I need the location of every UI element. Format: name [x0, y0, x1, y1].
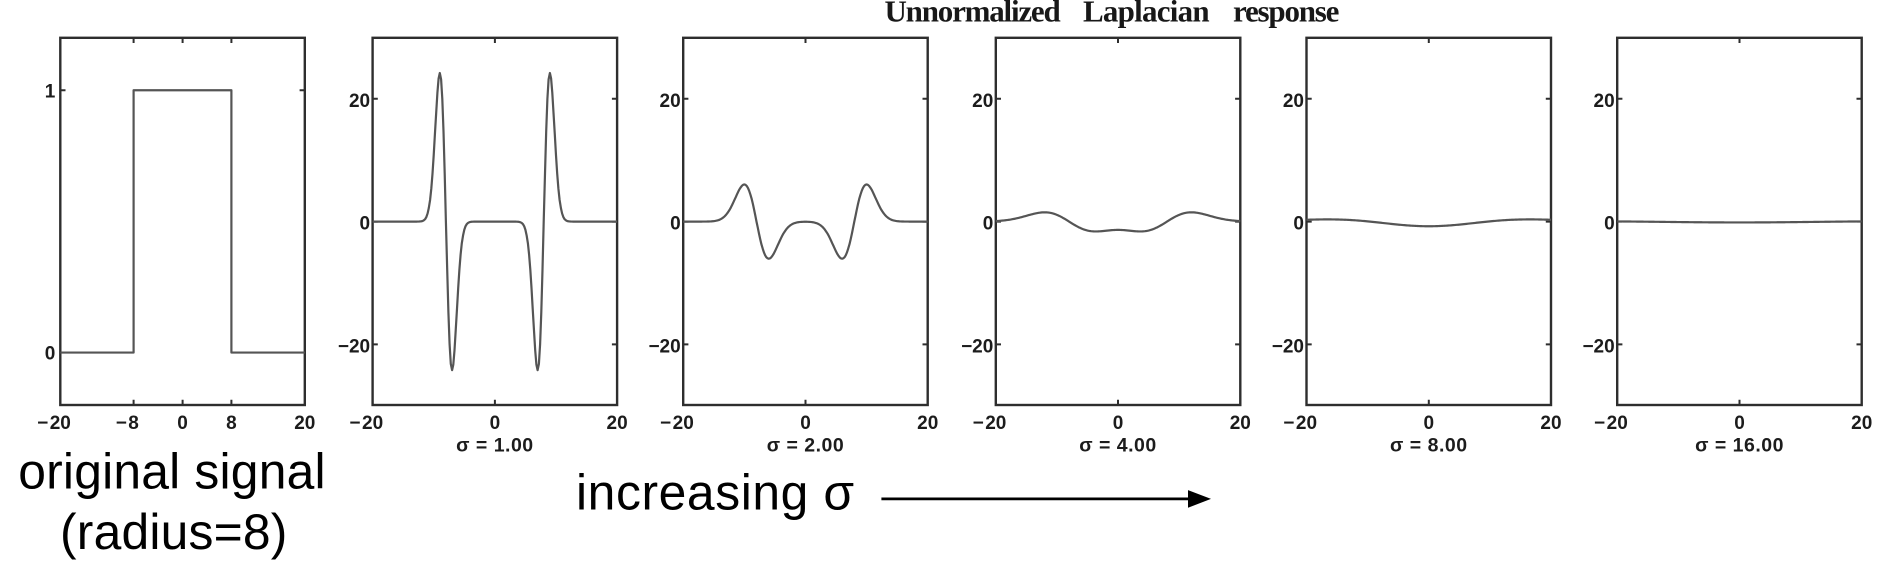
- svg-text:−20: −20: [1272, 336, 1304, 357]
- svg-text:−: −: [37, 413, 48, 434]
- svg-text:−20: −20: [1582, 336, 1614, 357]
- svg-text:8: 8: [226, 413, 237, 434]
- svg-text:response: response: [1233, 0, 1339, 29]
- svg-text:σ = 2.00: σ = 2.00: [767, 434, 845, 456]
- svg-text:20: 20: [1607, 413, 1628, 434]
- svg-text:0: 0: [670, 214, 681, 235]
- svg-text:−20: −20: [338, 336, 370, 357]
- svg-text:−: −: [973, 413, 984, 434]
- svg-text:−20: −20: [648, 336, 680, 357]
- svg-text:Unnormalized: Unnormalized: [885, 0, 1061, 29]
- svg-text:0: 0: [490, 413, 501, 434]
- svg-text:0: 0: [1293, 214, 1304, 235]
- svg-text:20: 20: [660, 91, 681, 112]
- svg-text:−20: −20: [961, 336, 993, 357]
- svg-text:20: 20: [1296, 413, 1317, 434]
- svg-text:−: −: [1283, 413, 1294, 434]
- svg-text:−: −: [116, 413, 127, 434]
- svg-text:1: 1: [45, 81, 56, 102]
- svg-text:20: 20: [607, 413, 628, 434]
- svg-text:20: 20: [985, 413, 1006, 434]
- svg-text:(radius=8): (radius=8): [60, 504, 288, 560]
- svg-text:σ = 8.00: σ = 8.00: [1390, 434, 1468, 456]
- svg-text:0: 0: [800, 413, 811, 434]
- svg-text:σ = 1.00: σ = 1.00: [456, 434, 534, 456]
- svg-text:8: 8: [128, 413, 139, 434]
- svg-text:20: 20: [349, 91, 370, 112]
- svg-text:0: 0: [1113, 413, 1124, 434]
- svg-text:−: −: [1594, 413, 1605, 434]
- svg-text:20: 20: [1851, 413, 1872, 434]
- svg-text:increasing σ: increasing σ: [576, 465, 855, 521]
- svg-text:original signal: original signal: [18, 443, 326, 499]
- svg-text:20: 20: [673, 413, 694, 434]
- svg-text:0: 0: [1424, 413, 1435, 434]
- svg-text:20: 20: [362, 413, 383, 434]
- svg-text:0: 0: [983, 214, 994, 235]
- svg-text:0: 0: [1604, 214, 1615, 235]
- svg-text:0: 0: [177, 413, 188, 434]
- svg-text:σ = 16.00: σ = 16.00: [1695, 434, 1784, 456]
- svg-text:20: 20: [1540, 413, 1561, 434]
- svg-text:20: 20: [1230, 413, 1251, 434]
- svg-text:20: 20: [1594, 91, 1615, 112]
- svg-text:20: 20: [50, 413, 71, 434]
- svg-text:−: −: [349, 413, 360, 434]
- svg-text:20: 20: [972, 91, 993, 112]
- svg-text:0: 0: [45, 344, 56, 365]
- svg-text:20: 20: [917, 413, 938, 434]
- svg-text:20: 20: [1283, 91, 1304, 112]
- svg-text:Laplacian: Laplacian: [1083, 0, 1209, 29]
- svg-text:σ = 4.00: σ = 4.00: [1079, 434, 1157, 456]
- svg-text:−: −: [660, 413, 671, 434]
- svg-text:0: 0: [1734, 413, 1745, 434]
- svg-text:0: 0: [360, 214, 371, 235]
- svg-text:20: 20: [294, 413, 315, 434]
